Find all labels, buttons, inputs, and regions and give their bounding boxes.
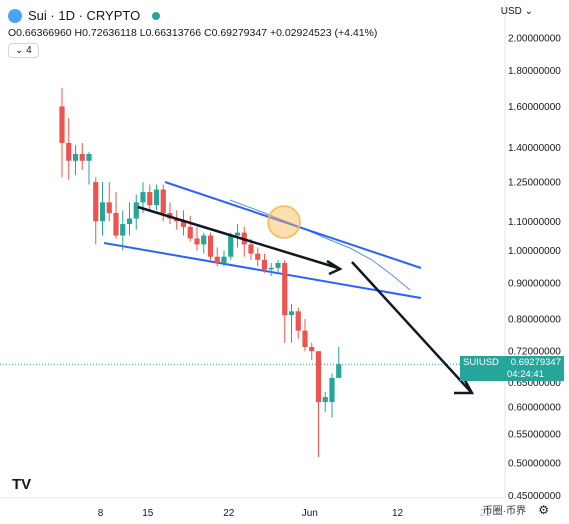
highlight-circle — [267, 205, 301, 239]
indicators-toggle[interactable]: ⌄ 4 — [8, 43, 39, 58]
x-tick-label: Jun — [302, 508, 318, 519]
candle-body — [140, 192, 146, 203]
projection-arrow-line — [351, 261, 472, 393]
candle-body — [180, 221, 187, 227]
candle-body — [66, 142, 72, 161]
candle-body — [336, 364, 342, 378]
candle-body — [113, 213, 119, 236]
y-tick-label: 0.60000000 — [508, 403, 561, 414]
candle-body — [275, 263, 281, 268]
candle-body — [207, 235, 214, 257]
channel-upper-line — [164, 181, 422, 269]
candle-body — [214, 256, 220, 264]
candle-body — [147, 192, 153, 205]
gear-icon[interactable]: ⚙ — [538, 503, 549, 517]
y-tick-label: 1.60000000 — [508, 102, 561, 113]
trend-arrowhead — [326, 259, 343, 276]
candle-body — [329, 377, 335, 403]
candle-body — [248, 244, 254, 254]
candle-body — [201, 235, 207, 245]
candle-body — [153, 189, 160, 205]
y-tick-label: 2.00000000 — [508, 34, 561, 45]
price-tag: SUIUSD 0.69279347 04:24:41 — [460, 356, 564, 382]
candle-body — [309, 346, 315, 352]
y-tick-label: 1.00000000 — [508, 246, 561, 257]
price-tag-symbol: SUIUSD — [463, 357, 499, 369]
candle-body — [282, 263, 288, 316]
y-tick-label: 0.65000000 — [508, 378, 561, 389]
price-tag-price: 0.69279347 — [510, 357, 561, 369]
y-tick-label: 0.72000000 — [508, 347, 561, 358]
candle-body — [79, 153, 85, 161]
candle-body — [255, 253, 261, 260]
candle-body — [322, 397, 328, 403]
candle-body — [126, 218, 133, 225]
candle-body — [194, 238, 200, 245]
x-tick-label: 22 — [223, 508, 235, 519]
candle-body — [288, 311, 295, 316]
candle-body — [72, 153, 79, 161]
tradingview-logo[interactable]: TV — [12, 476, 32, 493]
symbol-title[interactable]: Sui · 1D · CRYPTO — [28, 8, 141, 23]
candle-body — [315, 351, 322, 403]
y-tick-label: 1.80000000 — [508, 66, 561, 77]
ohlc-readout: O0.66366960 H0.72636118 L0.66313766 C0.6… — [8, 27, 378, 39]
x-tick-label: 15 — [142, 508, 154, 519]
candle-body — [261, 259, 268, 270]
candle-body — [187, 226, 193, 239]
symbol-header[interactable]: Sui · 1D · CRYPTO — [8, 8, 161, 23]
x-tick-label: 12 — [392, 508, 404, 519]
candle-body — [234, 232, 241, 236]
y-tick-label: 0.90000000 — [508, 278, 561, 289]
candle-body — [295, 311, 301, 331]
moving-average-line — [229, 199, 411, 291]
y-tick-label: 1.25000000 — [508, 178, 561, 189]
y-tick-label: 0.45000000 — [508, 491, 561, 502]
candle-body — [86, 153, 92, 161]
y-tick-label: 0.80000000 — [508, 314, 561, 325]
y-tick-label: 1.40000000 — [508, 143, 561, 154]
y-tick-label: 1.10000000 — [508, 217, 561, 228]
candle-body — [221, 256, 227, 264]
y-tick-label: 0.55000000 — [508, 429, 561, 440]
candle-body — [59, 106, 65, 143]
price-tag-countdown: 04:24:41 — [507, 369, 544, 381]
candle-body — [228, 235, 234, 257]
channel-lower-line — [103, 242, 422, 299]
y-tick-label: 0.50000000 — [508, 459, 561, 470]
candle-body — [133, 202, 139, 219]
candle-body — [99, 202, 106, 222]
candle-body — [302, 330, 308, 347]
currency-selector[interactable]: USD ⌄ — [500, 6, 533, 17]
sui-logo-icon — [8, 8, 22, 23]
candle-body — [106, 202, 112, 214]
candle-body — [120, 224, 126, 236]
trend-arrow-line — [137, 205, 339, 270]
x-tick-label: 8 — [98, 508, 104, 519]
candle-body — [160, 189, 166, 214]
candle-body — [93, 182, 99, 222]
candle-body — [268, 267, 274, 270]
watermark: 币圈·币界 — [479, 502, 529, 517]
market-open-dot-icon — [152, 11, 161, 20]
